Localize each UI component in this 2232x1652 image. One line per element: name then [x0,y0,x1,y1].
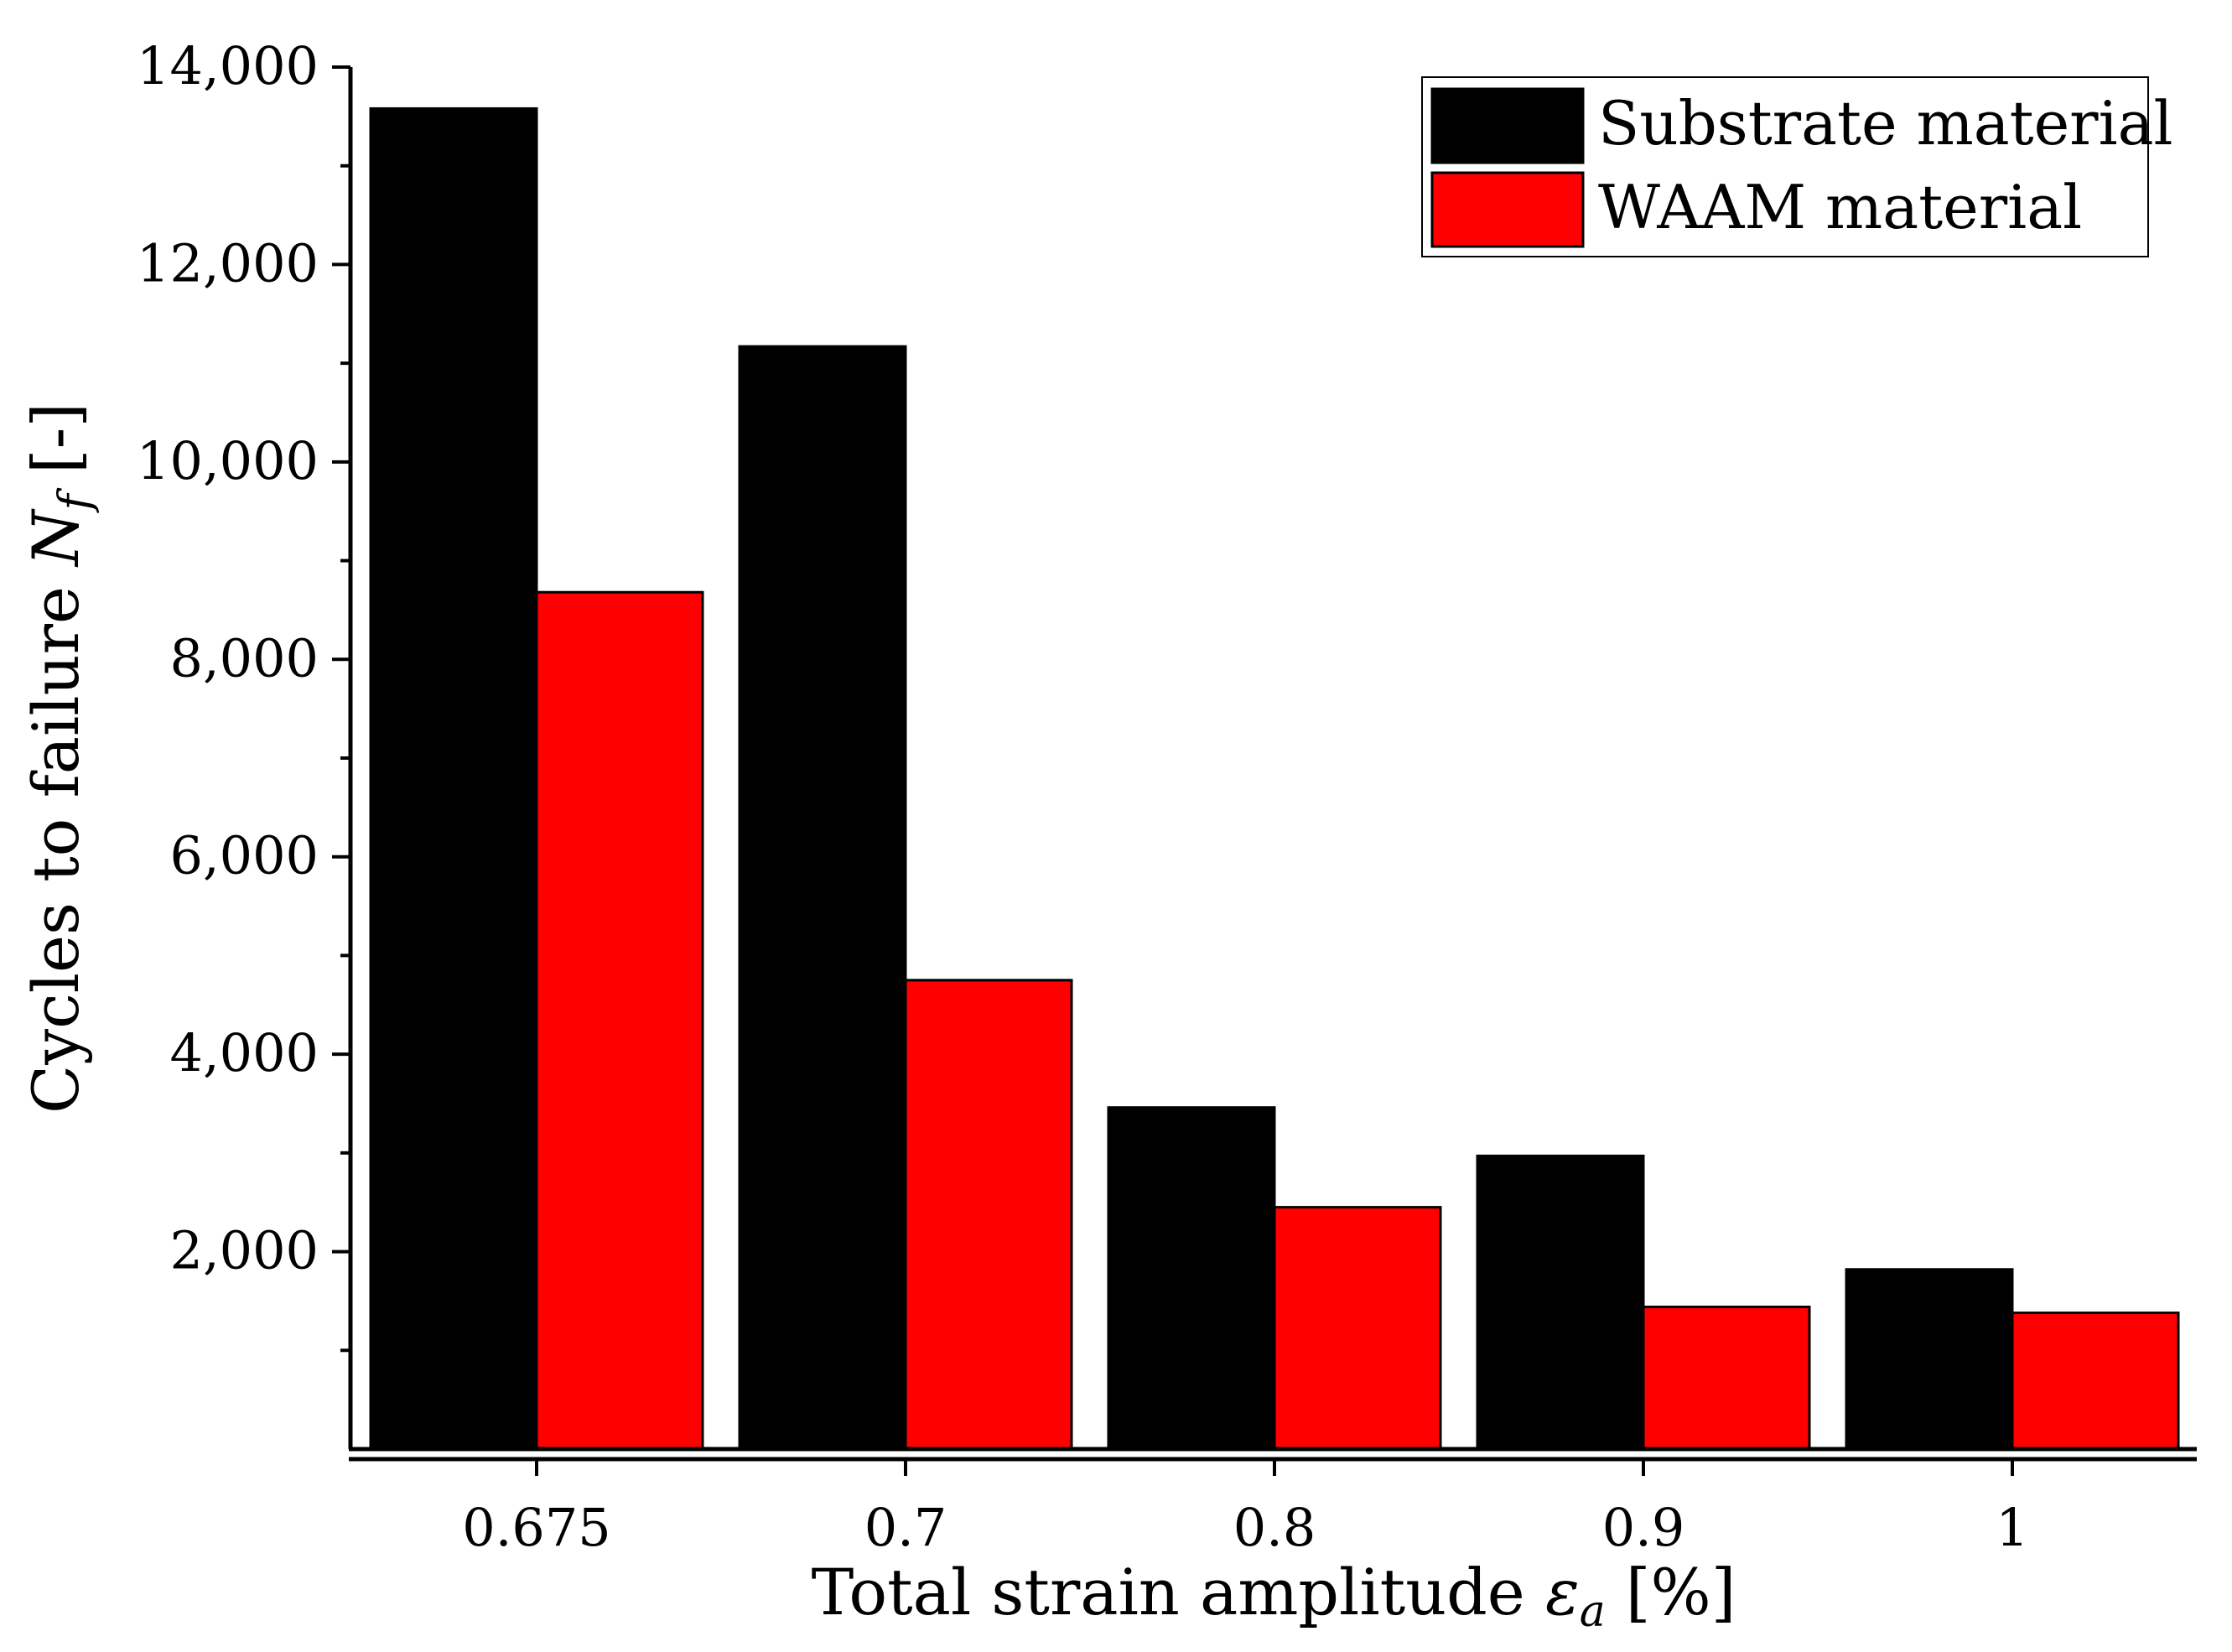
bar-waam-0.8 [1273,1206,1442,1451]
legend: Substrate material WAAM material [1421,76,2173,257]
bar-waam-0.675 [535,590,704,1451]
y-tick-label: 6,000 [170,825,319,886]
bar-substrate-0.9 [1476,1154,1645,1451]
y-ticks-group: 2,000 4,000 6,000 8,000 10,000 12,000 14,000 [137,35,350,1353]
legend-label-waam: WAAM material [1598,172,2082,242]
y-tick-label: 14,000 [137,35,319,96]
y-tick-label: 12,000 [137,232,319,294]
bar-substrate-0.8 [1107,1106,1276,1451]
y-tick-label: 10,000 [137,430,319,491]
bar-substrate-0.675 [369,106,538,1451]
bar-substrate-1 [1845,1268,2014,1451]
x-tick-label: 1 [1996,1497,2028,1558]
x-axis-title: Total strain amplitude εa [%] [812,1555,1736,1637]
y-axis-title: Cycles to failure Nf [-] [18,403,101,1114]
x-tick-label: 0.7 [864,1497,947,1558]
legend-label-substrate: Substrate material [1598,88,2173,158]
bar-waam-1 [2011,1312,2180,1451]
y-tick-label: 8,000 [170,627,319,688]
bars-group [369,106,2180,1451]
x-ticks-group: 0.675 0.7 0.8 0.9 1 [462,1459,2029,1558]
x-tick-label: 0.675 [462,1497,611,1558]
legend-swatch-substrate [1430,87,1585,164]
x-tick-label: 0.8 [1233,1497,1316,1558]
legend-swatch-waam [1430,171,1585,248]
bar-substrate-0.7 [738,345,907,1451]
x-tick-label: 0.9 [1602,1497,1685,1558]
y-tick-label: 4,000 [170,1022,319,1083]
y-tick-label: 2,000 [170,1220,319,1281]
bar-waam-0.9 [1642,1305,1811,1451]
bar-waam-0.7 [904,979,1073,1451]
